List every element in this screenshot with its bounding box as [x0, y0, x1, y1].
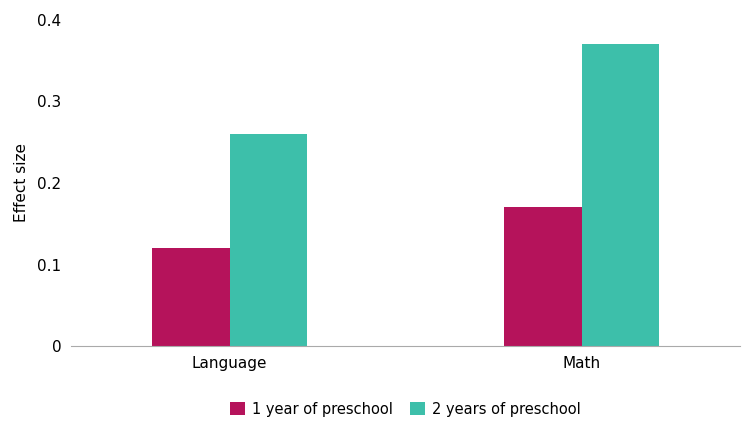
Bar	[230, 134, 307, 346]
Bar	[581, 44, 659, 346]
Legend: 1 year of preschool, 2 years of preschool: 1 year of preschool, 2 years of preschoo…	[225, 396, 587, 422]
Bar	[152, 248, 230, 346]
Bar	[504, 208, 581, 346]
Y-axis label: Effect size: Effect size	[14, 143, 29, 222]
